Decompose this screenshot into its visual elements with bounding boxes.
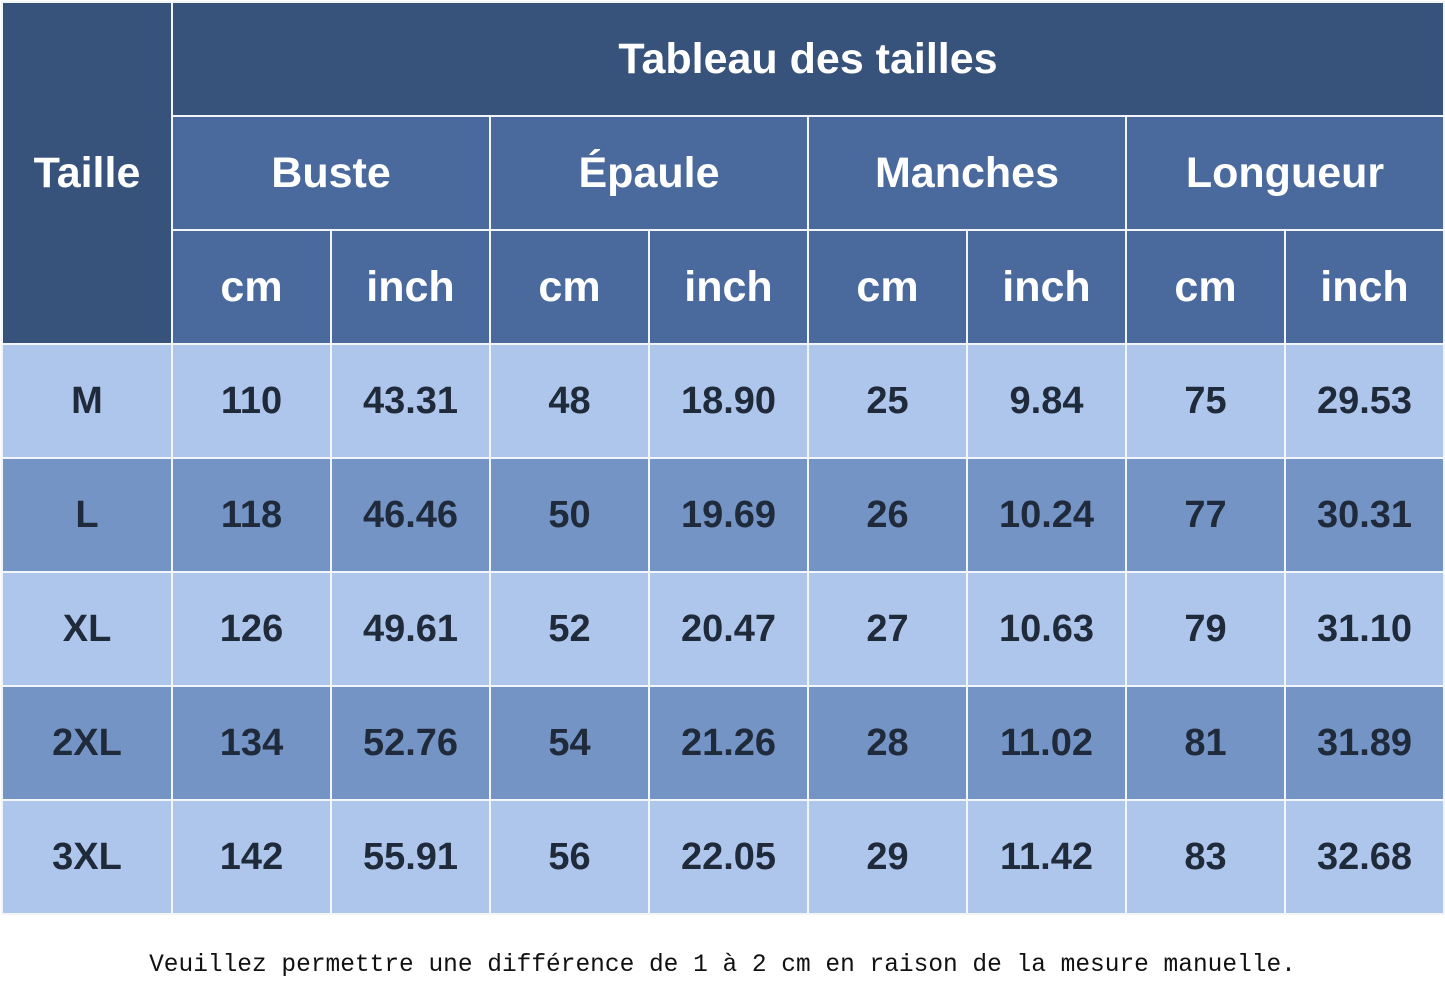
value-cell: 31.10 bbox=[1284, 571, 1445, 687]
unit-header-cm: cm bbox=[1125, 229, 1286, 345]
value-cell: 11.42 bbox=[966, 799, 1127, 915]
value-cell: 81 bbox=[1125, 685, 1286, 801]
unit-header-cm: cm bbox=[171, 229, 332, 345]
table-row: 2XL 134 52.76 54 21.26 28 11.02 81 31.89 bbox=[1, 685, 1445, 801]
value-cell: 22.05 bbox=[648, 799, 809, 915]
value-cell: 27 bbox=[807, 571, 968, 687]
value-cell: 9.84 bbox=[966, 343, 1127, 459]
value-cell: 28 bbox=[807, 685, 968, 801]
value-cell: 142 bbox=[171, 799, 332, 915]
value-cell: 126 bbox=[171, 571, 332, 687]
size-cell: M bbox=[1, 343, 173, 459]
value-cell: 54 bbox=[489, 685, 650, 801]
table-row: M 110 43.31 48 18.90 25 9.84 75 29.53 bbox=[1, 343, 1445, 459]
value-cell: 43.31 bbox=[330, 343, 491, 459]
unit-header-inch: inch bbox=[330, 229, 491, 345]
unit-header-cm: cm bbox=[807, 229, 968, 345]
value-cell: 31.89 bbox=[1284, 685, 1445, 801]
value-cell: 21.26 bbox=[648, 685, 809, 801]
measurement-note: Veuillez permettre une différence de 1 à… bbox=[149, 950, 1296, 979]
value-cell: 55.91 bbox=[330, 799, 491, 915]
table-row: 3XL 142 55.91 56 22.05 29 11.42 83 32.68 bbox=[1, 799, 1445, 915]
value-cell: 10.63 bbox=[966, 571, 1127, 687]
size-cell: 3XL bbox=[1, 799, 173, 915]
value-cell: 48 bbox=[489, 343, 650, 459]
value-cell: 32.68 bbox=[1284, 799, 1445, 915]
value-cell: 29 bbox=[807, 799, 968, 915]
value-cell: 11.02 bbox=[966, 685, 1127, 801]
size-column-header: Taille bbox=[1, 1, 173, 345]
group-header-longueur: Longueur bbox=[1125, 115, 1445, 231]
value-cell: 50 bbox=[489, 457, 650, 573]
value-cell: 134 bbox=[171, 685, 332, 801]
value-cell: 26 bbox=[807, 457, 968, 573]
unit-header-inch: inch bbox=[648, 229, 809, 345]
unit-header-inch: inch bbox=[966, 229, 1127, 345]
value-cell: 29.53 bbox=[1284, 343, 1445, 459]
value-cell: 77 bbox=[1125, 457, 1286, 573]
value-cell: 46.46 bbox=[330, 457, 491, 573]
value-cell: 79 bbox=[1125, 571, 1286, 687]
table-row: L 118 46.46 50 19.69 26 10.24 77 30.31 bbox=[1, 457, 1445, 573]
unit-header-cm: cm bbox=[489, 229, 650, 345]
size-cell: XL bbox=[1, 571, 173, 687]
size-chart-table: Taille Tableau des tailles Buste Épaule … bbox=[1, 1, 1445, 915]
table-title: Tableau des tailles bbox=[171, 1, 1445, 117]
value-cell: 19.69 bbox=[648, 457, 809, 573]
value-cell: 118 bbox=[171, 457, 332, 573]
value-cell: 52 bbox=[489, 571, 650, 687]
value-cell: 83 bbox=[1125, 799, 1286, 915]
value-cell: 20.47 bbox=[648, 571, 809, 687]
value-cell: 49.61 bbox=[330, 571, 491, 687]
group-header-epaule: Épaule bbox=[489, 115, 809, 231]
value-cell: 10.24 bbox=[966, 457, 1127, 573]
unit-header-row: cm inch cm inch cm inch cm inch bbox=[2, 229, 1445, 345]
group-header-buste: Buste bbox=[171, 115, 491, 231]
size-cell: L bbox=[1, 457, 173, 573]
unit-header-inch: inch bbox=[1284, 229, 1445, 345]
value-cell: 110 bbox=[171, 343, 332, 459]
value-cell: 25 bbox=[807, 343, 968, 459]
value-cell: 75 bbox=[1125, 343, 1286, 459]
table-row: XL 126 49.61 52 20.47 27 10.63 79 31.10 bbox=[1, 571, 1445, 687]
value-cell: 18.90 bbox=[648, 343, 809, 459]
group-header-manches: Manches bbox=[807, 115, 1127, 231]
size-cell: 2XL bbox=[1, 685, 173, 801]
value-cell: 56 bbox=[489, 799, 650, 915]
value-cell: 52.76 bbox=[330, 685, 491, 801]
value-cell: 30.31 bbox=[1284, 457, 1445, 573]
